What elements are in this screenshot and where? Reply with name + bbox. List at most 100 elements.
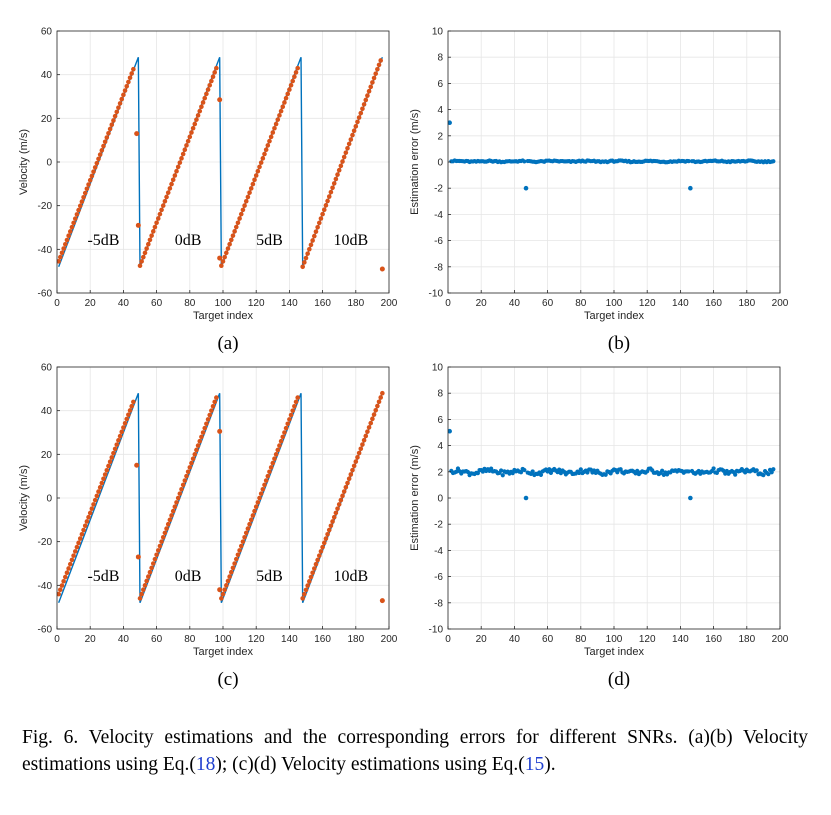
estimate-point <box>321 207 327 213</box>
estimate-point <box>328 189 334 195</box>
estimate-point <box>89 173 95 179</box>
estimate-point <box>262 482 267 488</box>
caption-ref-eq15[interactable]: 15 <box>524 754 545 775</box>
estimate-point <box>114 442 120 447</box>
estimate-point <box>109 122 115 128</box>
estimate-point <box>112 113 118 119</box>
error-point <box>660 468 665 473</box>
estimate-outlier-point <box>135 554 141 560</box>
estimate-point <box>333 510 339 516</box>
error-point <box>557 467 562 472</box>
estimate-point <box>101 476 106 482</box>
estimate-point <box>245 526 251 531</box>
y-tick-label: 10 <box>432 27 444 38</box>
x-tick-label: 100 <box>215 298 232 309</box>
estimate-point <box>293 399 299 405</box>
estimate-point <box>290 408 296 413</box>
estimate-point <box>365 429 370 434</box>
error-point <box>538 472 544 478</box>
estimate-point <box>104 135 110 140</box>
estimate-point <box>326 527 332 533</box>
x-tick-label: 180 <box>738 634 755 645</box>
estimate-point <box>356 450 362 456</box>
snr-annotation: 0dB <box>175 568 202 585</box>
estimate-point <box>371 75 377 81</box>
estimate-point <box>336 167 342 173</box>
estimate-point <box>370 416 375 422</box>
estimate-point <box>363 97 369 103</box>
estimate-point <box>302 591 307 597</box>
x-tick-label: 20 <box>476 298 488 309</box>
estimate-point <box>58 587 63 593</box>
estimate-outlier-point <box>217 255 223 261</box>
estimate-point <box>187 134 193 140</box>
error-point <box>771 159 776 164</box>
x-tick-label: 140 <box>281 298 298 309</box>
estimate-point <box>350 467 355 473</box>
y-tick-label: -20 <box>38 201 53 212</box>
estimate-point <box>179 486 184 492</box>
estimate-point <box>378 58 384 63</box>
y-tick-label: -6 <box>434 572 443 583</box>
estimate-point <box>361 437 367 443</box>
estimate-point <box>89 506 95 511</box>
estimate-point <box>184 143 189 148</box>
y-tick-label: -60 <box>38 289 53 300</box>
estimate-point <box>141 587 146 592</box>
estimate-point <box>335 506 340 511</box>
estimate-point <box>72 216 78 221</box>
estimate-point <box>175 164 181 170</box>
x-tick-label: 180 <box>738 298 755 309</box>
estimate-point <box>165 190 171 195</box>
estimate-point <box>255 168 261 174</box>
estimate-point <box>169 513 174 518</box>
y-tick-label: -8 <box>434 262 443 273</box>
error-point <box>547 467 552 472</box>
estimate-point <box>370 80 375 85</box>
estimate-point <box>238 543 244 549</box>
estimate-point <box>194 447 199 453</box>
estimate-point <box>338 163 344 169</box>
estimate-point <box>262 151 267 157</box>
estimate-point <box>278 108 284 114</box>
x-tick-label: 120 <box>639 298 656 309</box>
caption-ref-eq18[interactable]: 18 <box>195 754 216 775</box>
estimate-point <box>86 182 91 187</box>
y-tick-label: -40 <box>38 245 53 256</box>
estimate-point <box>199 104 204 110</box>
estimate-point <box>341 489 347 494</box>
chart-d: 0 20 40 60 80 100 120 140 160 180 200 -10 -8 -6 -4 -2 0 2… <box>409 363 789 691</box>
estimate-point <box>325 531 330 537</box>
estimate-point <box>106 463 111 469</box>
estimate-point <box>229 237 234 243</box>
estimate-point <box>252 177 257 183</box>
estimate-point <box>287 417 292 422</box>
estimate-point <box>280 104 286 110</box>
estimate-point <box>209 408 214 413</box>
estimate-point <box>280 434 286 440</box>
estimate-point <box>155 548 161 553</box>
estimate-point <box>190 456 196 462</box>
estimate-point <box>212 399 217 405</box>
estimate-point <box>220 259 226 264</box>
estimate-point <box>64 237 70 243</box>
error-point <box>761 473 766 478</box>
estimate-point <box>189 130 194 135</box>
estimate-point <box>64 570 70 576</box>
estimate-point <box>119 96 125 102</box>
x-tick-label: 200 <box>381 298 398 309</box>
error-outlier-point <box>523 495 529 501</box>
x-tick-label: 20 <box>476 634 488 645</box>
estimate-point <box>360 106 365 112</box>
estimate-point <box>263 147 269 153</box>
y-tick-label: 4 <box>437 441 443 452</box>
estimate-point <box>175 495 181 501</box>
true-velocity-line <box>58 392 384 604</box>
estimate-point <box>210 74 216 80</box>
y-tick-label: 0 <box>46 158 52 169</box>
estimate-point <box>292 404 297 409</box>
estimate-point <box>331 181 337 186</box>
x-tick-label: 100 <box>606 634 623 645</box>
estimate-point <box>283 425 289 431</box>
estimate-point <box>137 596 143 601</box>
